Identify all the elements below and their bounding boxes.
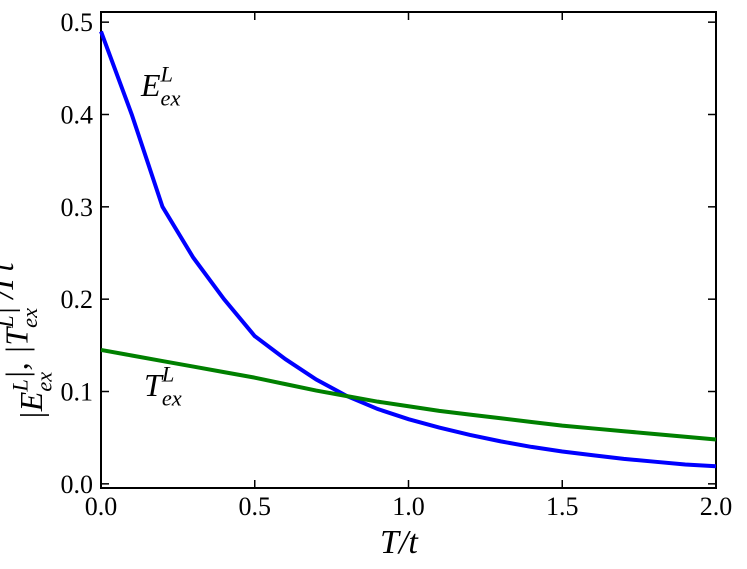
x-tick-label: 2.0	[700, 492, 733, 521]
y-tick-label: 0.4	[61, 100, 94, 129]
math-base: |, |T	[0, 326, 35, 380]
math-sup: L	[161, 362, 174, 387]
x-tick-label: 1.5	[546, 492, 579, 521]
math-sup: L	[160, 62, 173, 87]
math-base: | /Γt	[0, 261, 20, 315]
math-sub: ex	[32, 372, 57, 392]
y-tick-label: 0.0	[61, 470, 94, 499]
math-base: |E	[13, 391, 49, 420]
y-tick-label: 0.2	[61, 285, 94, 314]
y-tick-label: 0.3	[61, 193, 94, 222]
math-sub: ex	[162, 386, 182, 411]
math-sub: ex	[17, 308, 42, 328]
annotation: TexL	[144, 362, 182, 411]
x-tick-label: 0.0	[85, 492, 118, 521]
math-sup: L	[8, 379, 33, 392]
series-line	[99, 30, 717, 469]
x-axis-label: T/t	[380, 524, 419, 561]
math-sup: L	[0, 315, 18, 328]
math-base: E	[140, 67, 161, 103]
series-line	[100, 347, 717, 442]
y-tick-label: 0.5	[61, 8, 94, 37]
math-base: T	[144, 367, 164, 403]
x-tick-label: 0.5	[239, 492, 272, 521]
y-axis-label: |EexL|, |TexL| /Γt	[0, 261, 57, 420]
math-sub: ex	[161, 86, 181, 111]
plot-frame	[100, 11, 717, 489]
annotation: EexL	[140, 62, 180, 111]
math-base: T/t	[380, 524, 419, 561]
x-tick-label: 1.0	[392, 492, 425, 521]
y-tick-label: 0.1	[61, 378, 94, 407]
